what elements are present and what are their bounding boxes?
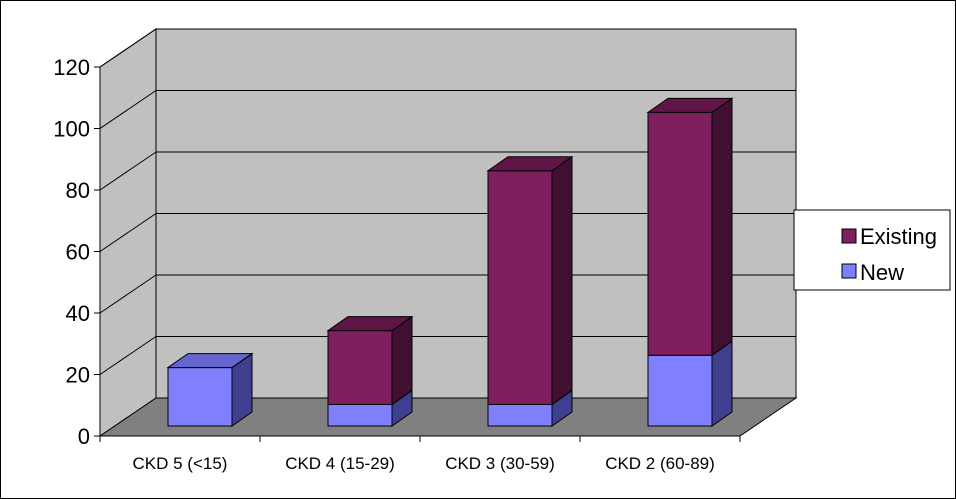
y-tick-label: 0 (78, 424, 90, 449)
bar-front-existing (327, 330, 393, 405)
gridline-side (99, 336, 157, 375)
x-category-label: CKD 2 (60-89) (605, 454, 715, 473)
legend: Existing New (793, 209, 951, 291)
bar-front-existing (647, 111, 713, 356)
x-category-label: CKD 5 (<15) (133, 454, 228, 473)
y-tick-label: 60 (66, 240, 90, 265)
legend-swatch-existing (841, 228, 857, 244)
x-category-label: CKD 4 (15-29) (285, 454, 395, 473)
bar-top-existing (646, 97, 734, 113)
bar-side-existing (551, 155, 573, 406)
y-tick-label: 100 (53, 117, 90, 142)
legend-label-existing: Existing (860, 224, 937, 249)
bar-existing (646, 97, 734, 357)
bar-front-existing (487, 170, 553, 405)
gridline-side (99, 90, 157, 129)
bar-side-existing (711, 97, 733, 357)
bars (166, 97, 734, 427)
gridline-side (99, 213, 157, 252)
gridline-side (99, 274, 157, 314)
x-category-label: CKD 3 (30-59) (445, 454, 555, 473)
bar-front-new (647, 354, 713, 427)
legend-swatch-new (841, 263, 857, 279)
y-axis-tick-labels: 0 20 40 60 80 100 120 (53, 55, 90, 449)
gridline-side (99, 151, 157, 191)
bar-top-existing (326, 316, 414, 332)
bar-new (166, 352, 254, 427)
bar-side-existing (391, 315, 413, 406)
bar-top-new (166, 353, 254, 369)
legend-box (793, 209, 951, 291)
bar-existing (326, 315, 414, 406)
gridline-side (99, 28, 157, 68)
bar-front-new (487, 403, 553, 427)
bar-top-existing (486, 156, 574, 172)
legend-label-new: New (860, 260, 904, 285)
y-tick-label: 80 (66, 178, 90, 203)
bar-front-new (327, 403, 393, 427)
y-tick-label: 40 (66, 301, 90, 326)
bar-existing (486, 155, 574, 406)
bar-front-new (167, 367, 233, 427)
y-tick-label: 20 (66, 363, 90, 388)
bar-side-new (711, 340, 733, 427)
axes (94, 66, 741, 442)
x-axis-category-labels: CKD 5 (<15) CKD 4 (15-29) CKD 3 (30-59) CKD… (133, 454, 715, 473)
y-tick-label: 120 (53, 55, 90, 80)
bar-new (487, 389, 573, 427)
